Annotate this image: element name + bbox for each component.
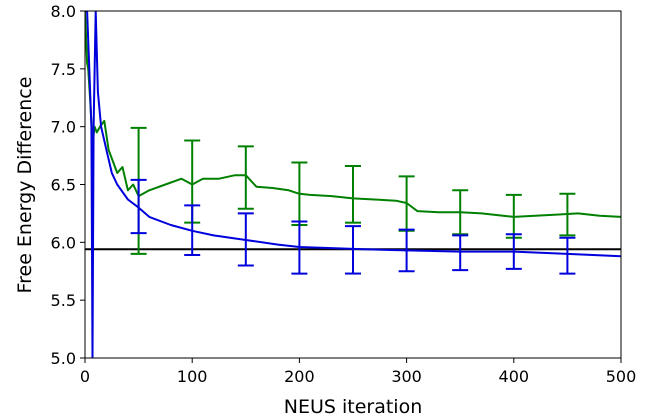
error-bar-2-400: [505, 233, 522, 270]
error-bar-2-350: [452, 234, 469, 272]
error-bar-2-450: [559, 236, 576, 275]
x-axis-label: NEUS iteration: [284, 396, 423, 418]
error-bar-2-300: [398, 228, 415, 273]
x-tick-label-500: 500: [606, 367, 637, 386]
error-bar-2-50: [130, 178, 147, 235]
y-tick-label-6.5: 6.5: [51, 176, 76, 195]
error-bar-1-450: [559, 192, 576, 237]
x-tick-label-300: 300: [391, 367, 422, 386]
x-tick-label-0: 0: [80, 367, 90, 386]
y-axis-label: Free Energy Difference: [14, 77, 36, 294]
x-tick-label-400: 400: [499, 367, 530, 386]
x-tick-label-200: 200: [284, 367, 315, 386]
y-tick-label-7: 7.0: [51, 118, 76, 137]
y-tick-label-5: 5.0: [51, 349, 76, 368]
error-bar-1-350: [452, 189, 469, 236]
error-bar-2-200: [291, 220, 308, 275]
y-tick-label-7.5: 7.5: [51, 60, 76, 79]
y-tick-label-8: 8.0: [51, 2, 76, 21]
series-line-2: [85, 11, 621, 358]
x-tick-label-100: 100: [177, 367, 208, 386]
error-bar-1-300: [398, 175, 415, 232]
y-tick-label-5.5: 5.5: [51, 291, 76, 310]
error-bar-1-250: [345, 164, 361, 224]
y-tick-label-6: 6.0: [51, 233, 76, 252]
error-bar-1-150: [237, 145, 254, 210]
error-bar-2-100: [184, 204, 201, 257]
error-bar-2-150: [237, 212, 254, 267]
axes-layer: 0 100 200 300 400 500 5.0 5.5 6.0 6.5 7.0 7.5 8.0: [51, 2, 637, 386]
error-bar-2-250: [345, 225, 361, 275]
plot-layer: [85, 11, 621, 358]
